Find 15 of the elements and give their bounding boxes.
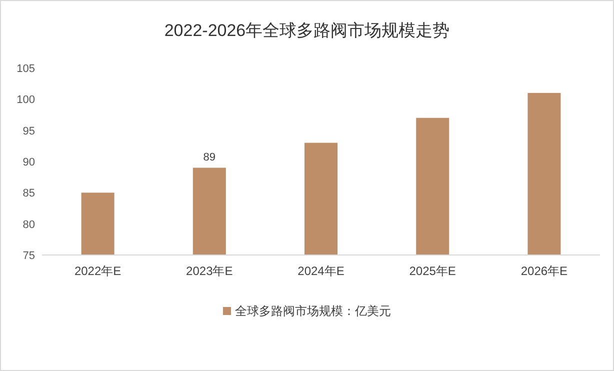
y-tick-label: 95	[22, 125, 35, 138]
y-tick-label: 105	[16, 63, 35, 75]
x-tick-label: 2022年E	[74, 264, 122, 278]
x-tick-label: 2024年E	[298, 264, 344, 278]
y-tick-label: 80	[22, 218, 35, 231]
chart-title: 2022-2026年全球多路阀市场规模走势	[164, 21, 450, 40]
x-tick-label: 2026年E	[520, 264, 568, 278]
legend-label: 全球多路阀市场规模：亿美元	[235, 304, 391, 318]
x-tick-label: 2023年E	[186, 264, 233, 278]
x-tick-label: 2025年E	[409, 264, 456, 278]
y-tick-label: 75	[22, 250, 35, 262]
data-label: 89	[203, 152, 216, 164]
y-tick-label: 100	[16, 94, 35, 106]
y-tick-label: 90	[22, 156, 35, 168]
y-tick-label: 85	[22, 188, 35, 200]
